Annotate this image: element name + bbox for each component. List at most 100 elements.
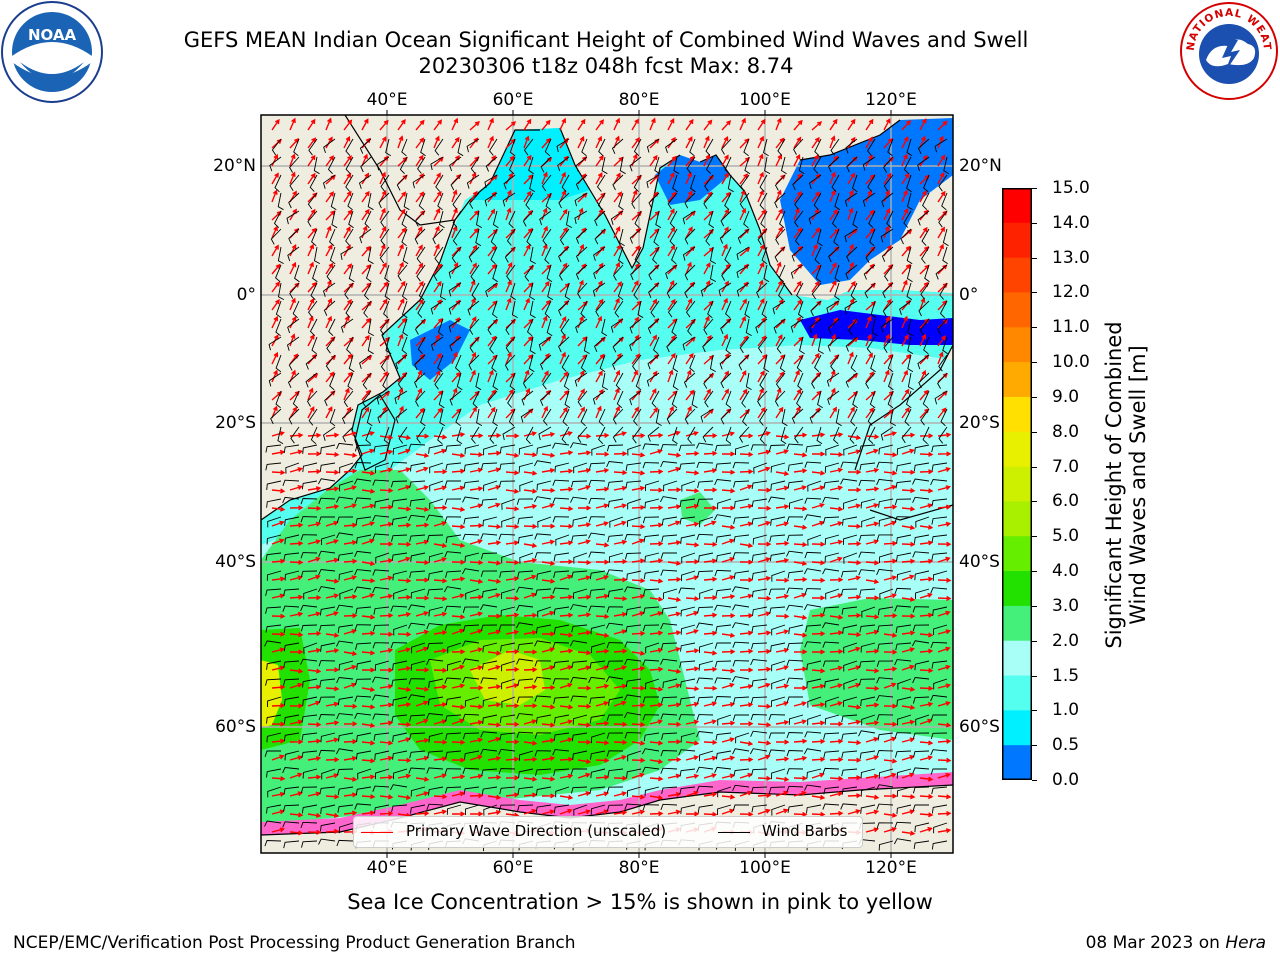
wind-barb [751,678,768,687]
wind-barb [571,570,588,579]
wave-direction-arrow [541,523,556,529]
wind-barb [492,210,499,229]
wind-barb [661,732,678,740]
colorbar-tick-label: 8.0 [1052,421,1080,442]
wave-direction-arrow [793,719,808,725]
wave-direction-arrow [883,613,898,619]
wave-direction-arrow [793,485,808,491]
wind-barb [377,408,390,424]
wind-barb [475,228,482,247]
wind-barb [449,336,462,352]
wave-direction-arrow [416,595,430,601]
wind-barb [374,498,390,508]
wave-direction-arrow [883,470,898,476]
wave-direction-arrow [667,576,682,582]
colorbar-tick-mark [1032,536,1037,538]
wave-direction-arrow [793,738,808,744]
wind-barb [661,534,678,543]
wave-direction-arrow [307,137,317,149]
wave-direction-arrow [271,827,285,833]
wind-barb [660,767,678,774]
wind-barb [660,552,677,559]
wave-direction-arrow [343,629,357,635]
wave-direction-arrow [361,317,371,329]
wave-direction-arrow [649,811,664,817]
wind-barb [535,786,552,796]
wave-direction-arrow [505,488,520,494]
wind-barb [300,570,318,578]
wave-direction-arrow [757,792,772,798]
wave-direction-arrow [937,467,951,473]
wave-direction-arrow [829,452,844,458]
wave-direction-arrow [271,488,286,494]
wind-barb [485,156,498,172]
wind-barb [790,264,804,279]
wind-barb [642,624,660,632]
wave-direction-arrow [613,470,628,476]
wave-direction-arrow [757,406,766,419]
wind-barb [768,714,786,721]
wave-direction-arrow [451,576,466,582]
wave-direction-arrow [271,738,286,744]
wave-direction-arrow [901,353,911,365]
wind-barb [574,372,588,387]
wave-direction-arrow [469,316,477,329]
wind-barb [410,786,426,797]
wave-direction-arrow [721,297,728,311]
wave-direction-arrow [613,405,620,419]
wave-direction-arrow [559,351,566,365]
wind-barb [907,336,914,355]
wind-barb [673,156,680,175]
wind-barb [480,462,498,470]
wave-direction-arrow [325,262,334,275]
wind-barb [445,714,462,722]
wind-barb [626,786,642,797]
wind-barb [633,282,642,300]
wave-direction-arrow [757,354,768,365]
wave-direction-arrow [271,520,285,527]
wind-barb [367,246,374,265]
wave-direction-arrow [433,773,448,779]
wind-barb [942,228,949,247]
wave-direction-arrow [379,702,394,708]
wave-direction-arrow [901,469,916,475]
wind-barb [345,300,354,318]
wind-barb [428,552,444,563]
wind-barb [277,192,284,211]
wave-direction-arrow [379,667,394,673]
wave-direction-arrow [541,809,556,815]
wind-barb [266,714,282,724]
wind-barb [738,354,750,371]
wind-barb [779,354,786,373]
wave-direction-arrow [397,522,412,528]
wave-direction-arrow [379,119,389,131]
wind-barb [283,444,300,454]
wave-direction-arrow [631,809,646,815]
wind-barb [696,442,714,449]
wave-direction-arrow [775,540,790,546]
wind-barb [462,713,480,721]
wave-direction-arrow [721,557,735,563]
wind-barb [646,138,660,153]
wind-barb [709,246,717,264]
wind-barb [570,442,588,449]
wind-barb [607,480,624,489]
wind-barb [629,336,642,352]
wind-barb [538,336,552,351]
wind-barb [845,138,858,154]
wind-barb [558,246,570,263]
wind-barb [375,462,390,474]
wind-barb [337,624,354,633]
wind-barb [574,192,588,207]
wave-direction-arrow [883,504,898,510]
wind-barb [270,408,282,425]
wave-direction-arrow [793,263,803,275]
wind-barb [462,496,480,503]
wind-barb [408,514,426,521]
wind-barb [501,498,516,510]
wave-direction-arrow [523,118,532,131]
wave-direction-arrow [361,810,376,816]
wave-direction-arrow [595,701,609,707]
wave-direction-arrow [883,172,892,185]
wind-barb [823,606,840,614]
